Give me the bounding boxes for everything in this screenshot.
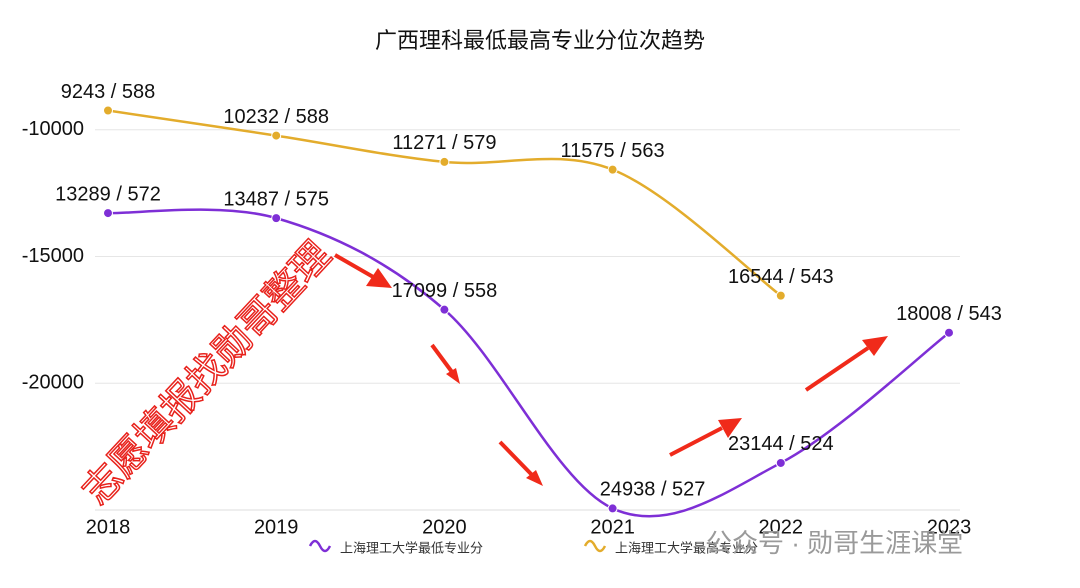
- data-point: [271, 213, 282, 224]
- data-label: 10232 / 588: [223, 106, 329, 128]
- footer-watermark: 公众号 · 勋哥生涯课堂: [706, 528, 963, 558]
- data-label: 11575 / 563: [561, 140, 665, 162]
- data-point: [607, 503, 618, 514]
- data-point: [103, 105, 113, 116]
- y-tick-label: -10000: [22, 118, 84, 140]
- x-tick-label: 2023: [927, 516, 972, 538]
- data-label: 24938 / 527: [600, 479, 706, 501]
- data-label: 18008 / 543: [896, 303, 1002, 325]
- legend-label: 上海理工大学最高专业分: [615, 540, 758, 555]
- data-point: [439, 304, 450, 315]
- x-tick-label: 2020: [422, 516, 467, 538]
- x-tick-label: 2022: [759, 516, 804, 538]
- data-point: [775, 290, 786, 301]
- legend-label: 上海理工大学最低专业分: [340, 540, 483, 555]
- plot: -10000 -15000 -20000 2018 2019 2020 2021 2022 20…: [22, 81, 1002, 556]
- data-label: 11271 / 579: [392, 132, 496, 154]
- watermark: 志愿填报找勋哥整理: [75, 234, 339, 513]
- data-point: [439, 156, 450, 167]
- data-label: 17099 / 558: [392, 280, 498, 302]
- data-point: [271, 130, 282, 141]
- data-point: [103, 208, 113, 219]
- legend-icon: [308, 539, 332, 553]
- x-tick-label: 2021: [590, 516, 635, 538]
- x-tick-label: 2018: [86, 516, 131, 538]
- data-point: [944, 327, 954, 338]
- data-point: [607, 164, 618, 175]
- data-label: 16544 / 543: [728, 266, 834, 288]
- data-label: 23144 / 524: [728, 433, 834, 455]
- data-label: 9243 / 588: [61, 81, 156, 103]
- y-tick-label: -15000: [22, 245, 84, 267]
- series-line: [107, 208, 950, 518]
- chart-title: 广西理科最低最高专业分位次趋势: [375, 28, 705, 53]
- legend-icon: [583, 539, 607, 553]
- arrows: [334, 253, 888, 486]
- x-tick-label: 2019: [254, 516, 299, 538]
- data-label: 13487 / 575: [223, 188, 329, 210]
- data-label: 13289 / 572: [55, 183, 161, 205]
- y-tick-label: -20000: [22, 372, 84, 394]
- data-point: [775, 457, 786, 468]
